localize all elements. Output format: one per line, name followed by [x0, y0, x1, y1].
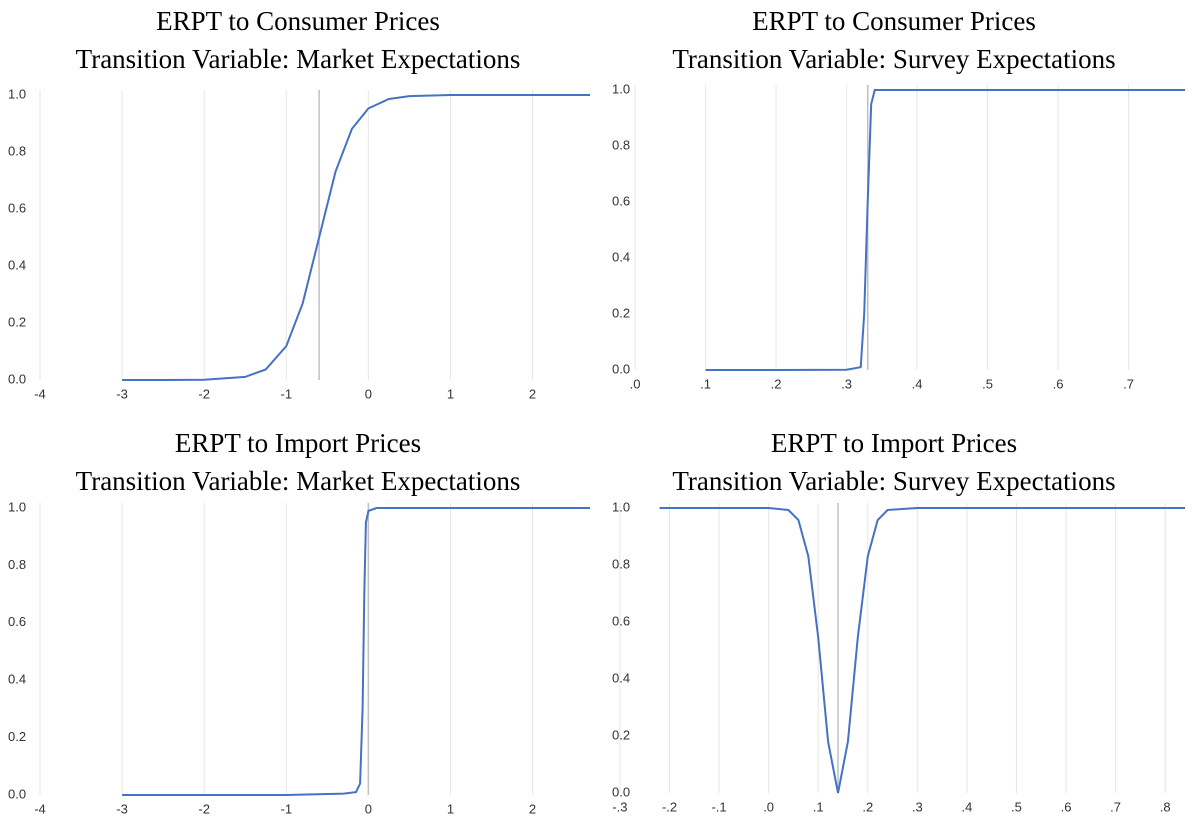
x-tick-label: -.1: [711, 799, 726, 814]
series-line: [705, 89, 1185, 371]
x-tick-label: .3: [912, 799, 923, 814]
x-tick-label: .2: [862, 799, 873, 814]
x-tick-label: -3: [116, 801, 128, 816]
y-tick-label: 0.6: [8, 200, 26, 215]
x-tick-label: -2: [198, 386, 210, 401]
x-tick-label: 1: [447, 386, 454, 401]
y-tick-label: 1.0: [8, 86, 26, 101]
y-tick-label: 0.2: [8, 729, 26, 744]
x-tick-label: -2: [198, 801, 210, 816]
chart-title: ERPT to Import Prices: [771, 428, 1017, 458]
series-line: [659, 507, 1185, 794]
y-tick-label: 0.8: [612, 137, 630, 152]
chart-title: ERPT to Consumer Prices: [156, 6, 440, 36]
y-tick-label: 0.0: [612, 361, 630, 376]
y-tick-label: 0.0: [612, 784, 630, 799]
x-tick-label: 2: [529, 801, 536, 816]
y-tick-label: 0.6: [8, 614, 26, 629]
x-tick-label: -.3: [612, 799, 627, 814]
x-tick-label: -4: [34, 801, 46, 816]
x-tick-label: -1: [280, 386, 292, 401]
x-tick-label: 0: [365, 801, 372, 816]
y-tick-label: 1.0: [8, 499, 26, 514]
x-tick-label: 1: [447, 801, 454, 816]
x-tick-label: -4: [34, 386, 46, 401]
x-tick-label: .0: [630, 376, 641, 391]
y-tick-label: 0.2: [612, 727, 630, 742]
x-tick-label: .0: [763, 799, 774, 814]
x-tick-label: -.2: [662, 799, 677, 814]
x-tick-label: .7: [1110, 799, 1121, 814]
y-tick-label: 0.2: [612, 305, 630, 320]
chart-subtitle: Transition Variable: Market Expectations: [76, 466, 521, 496]
x-tick-label: .6: [1061, 799, 1072, 814]
x-tick-label: -3: [116, 386, 128, 401]
y-tick-label: 0.4: [612, 249, 630, 264]
x-tick-label: -1: [280, 801, 292, 816]
x-tick-label: .4: [912, 376, 923, 391]
x-tick-label: .1: [700, 376, 711, 391]
series-line: [122, 94, 590, 381]
x-tick-label: .1: [813, 799, 824, 814]
chart-title: ERPT to Consumer Prices: [752, 6, 1036, 36]
y-tick-label: 0.0: [8, 371, 26, 386]
y-tick-label: 0.6: [612, 193, 630, 208]
y-tick-label: 0.4: [612, 670, 630, 685]
y-tick-label: 1.0: [612, 81, 630, 96]
x-tick-label: .5: [982, 376, 993, 391]
y-tick-label: 0.6: [612, 613, 630, 628]
y-tick-label: 0.2: [8, 314, 26, 329]
y-tick-label: 0.0: [8, 786, 26, 801]
chart-subtitle: Transition Variable: Survey Expectations: [672, 466, 1115, 496]
y-tick-label: 0.8: [8, 143, 26, 158]
y-tick-label: 0.4: [8, 257, 26, 272]
x-tick-label: .3: [841, 376, 852, 391]
x-tick-label: 2: [529, 386, 536, 401]
y-tick-label: 0.8: [612, 556, 630, 571]
x-tick-label: .4: [961, 799, 972, 814]
y-tick-label: 0.8: [8, 557, 26, 572]
x-tick-label: .5: [1011, 799, 1022, 814]
chart-title: ERPT to Import Prices: [175, 428, 421, 458]
chart-subtitle: Transition Variable: Market Expectations: [76, 44, 521, 74]
x-tick-label: .2: [771, 376, 782, 391]
x-tick-label: .8: [1160, 799, 1171, 814]
x-tick-label: 0: [365, 386, 372, 401]
y-tick-label: 0.4: [8, 672, 26, 687]
x-tick-label: .7: [1123, 376, 1134, 391]
series-line: [122, 507, 590, 796]
chart-subtitle: Transition Variable: Survey Expectations: [672, 44, 1115, 74]
y-tick-label: 1.0: [612, 499, 630, 514]
x-tick-label: .6: [1053, 376, 1064, 391]
